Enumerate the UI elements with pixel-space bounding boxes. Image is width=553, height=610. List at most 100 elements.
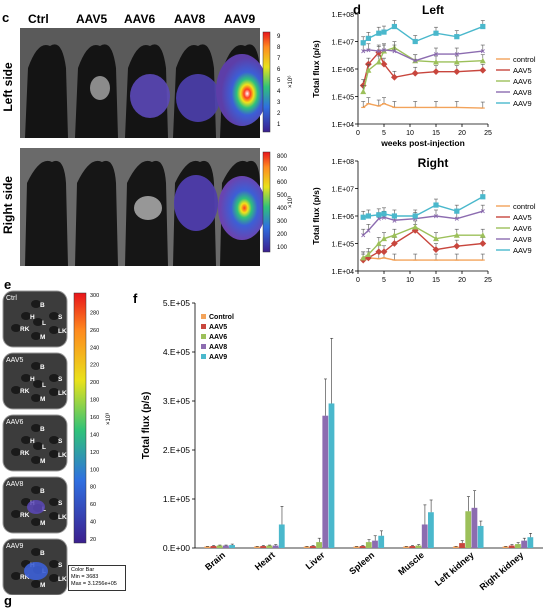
- organ-shape: [49, 436, 59, 444]
- legend-label: AAV8: [513, 235, 532, 244]
- y-tick-label: 0.E+00: [163, 543, 190, 553]
- organ-letter: M: [40, 520, 45, 527]
- panel-c: Ctrl AAV5 AAV6 AAV8 AAV9 Left side Right…: [0, 0, 310, 275]
- organ-shape: [33, 318, 43, 326]
- right-scale-unit: ×10³: [288, 196, 294, 208]
- data-point: ×: [434, 212, 439, 221]
- bar: [260, 546, 267, 548]
- data-point: [375, 248, 383, 256]
- data-point: [391, 240, 398, 247]
- organ-letter: RK: [20, 388, 30, 395]
- dish-label: AAV6: [6, 419, 23, 426]
- bar: [216, 545, 223, 548]
- bar: [415, 545, 422, 548]
- bar: [328, 403, 335, 548]
- left-scale-tick: 5: [277, 78, 281, 84]
- signal-spot: [27, 500, 45, 514]
- category-label: Brain: [203, 550, 227, 572]
- y-tick-label: 1.E+07: [332, 40, 354, 47]
- data-point: [381, 29, 387, 35]
- bar: [353, 546, 360, 548]
- bar: [452, 546, 459, 548]
- organ-letter: H: [30, 314, 35, 321]
- organ-shape: [49, 312, 59, 320]
- legend-label: AAV5: [513, 66, 532, 75]
- data-point: [365, 251, 372, 257]
- category-label: Liver: [304, 550, 327, 572]
- organ-letter: RK: [20, 512, 30, 519]
- data-point: [454, 34, 460, 40]
- organ-shape: [49, 498, 59, 506]
- data-point: ×: [361, 231, 366, 240]
- y-tick-label: 1.E+04: [332, 269, 354, 276]
- organ-letter: S: [58, 376, 63, 383]
- bar: [428, 512, 434, 548]
- organ-shape: [31, 362, 41, 370]
- legend-label: AAV5: [513, 213, 532, 222]
- legend-label: AAV9: [513, 246, 532, 255]
- organ-shape: [33, 380, 43, 388]
- panel-c-label: c: [2, 10, 10, 25]
- organ-letter: S: [58, 314, 63, 321]
- x-tick-label: 25: [484, 130, 492, 137]
- legend-label: AAV9: [513, 99, 532, 108]
- organ-letter: M: [40, 334, 45, 341]
- organ-letter: LK: [58, 328, 67, 335]
- bar: [502, 546, 509, 548]
- dish-label: AAV9: [6, 543, 23, 550]
- organ-letter: L: [42, 382, 46, 389]
- organ-shape: [11, 510, 21, 518]
- x-tick-label: 0: [356, 130, 360, 137]
- organ-letter: RK: [20, 326, 30, 333]
- organ-letter: L: [42, 320, 46, 327]
- legend-label: AAV6: [513, 77, 532, 86]
- bar: [322, 415, 329, 548]
- bar: [521, 540, 528, 548]
- organ-shape: [21, 374, 31, 382]
- data-point: [375, 240, 382, 246]
- right-scale-tick: 100: [277, 245, 288, 251]
- data-point: [391, 232, 398, 238]
- bar: [515, 544, 521, 548]
- legend-swatch: [201, 314, 206, 319]
- organ-letter: B: [40, 302, 45, 309]
- organ-dish: Ctrl BH S L RK LK M: [2, 290, 68, 348]
- organ-letter: B: [40, 426, 45, 433]
- data-point: ×: [361, 47, 366, 56]
- data-point: [380, 60, 388, 68]
- organ-shape: [11, 572, 21, 580]
- data-point: [433, 58, 439, 65]
- category-label: Muscle: [396, 550, 426, 577]
- row-label-right-side: Right side: [1, 176, 15, 235]
- organ-shape: [49, 560, 59, 568]
- column-label-aav6: AAV6: [124, 12, 156, 26]
- organ-shape: [31, 580, 41, 588]
- data-point: ×: [382, 213, 387, 222]
- panel-f-label: f: [133, 291, 138, 306]
- left-scale-tick: 1: [277, 122, 281, 128]
- panel-e-scale-tick: 180: [90, 398, 99, 404]
- organ-letter: LK: [58, 390, 67, 397]
- organ-letter: B: [40, 488, 45, 495]
- bar: [210, 546, 217, 548]
- color-bar-box: Color Bar Min = 3683 Max = 3.1256e+05: [68, 565, 126, 591]
- panel-e-scale-tick: 120: [90, 450, 99, 456]
- y-tick-label: 1.E+04: [332, 122, 354, 129]
- category-label: Right kidney: [478, 550, 526, 592]
- panel-e: Ctrl B H S L RK LK M AAV5 B H S L RK LK M AAV6 B H S L RK LK M A…: [0, 285, 130, 595]
- data-point: ×: [434, 50, 439, 59]
- organ-shape: [49, 326, 59, 334]
- organ-shape: [31, 548, 41, 556]
- bar: [229, 545, 235, 548]
- panel-e-scale-tick: 80: [90, 485, 96, 491]
- organ-letter: RK: [20, 574, 30, 581]
- bar: [278, 524, 285, 548]
- bar: [204, 546, 211, 548]
- organ-letter: M: [40, 396, 45, 403]
- panel-e-scale-tick: 100: [90, 467, 99, 473]
- data-point: [479, 57, 486, 64]
- data-point: [365, 213, 371, 219]
- bar: [309, 546, 316, 548]
- x-axis-label: weeks post-injection: [380, 138, 465, 148]
- signal-spot: [24, 562, 48, 580]
